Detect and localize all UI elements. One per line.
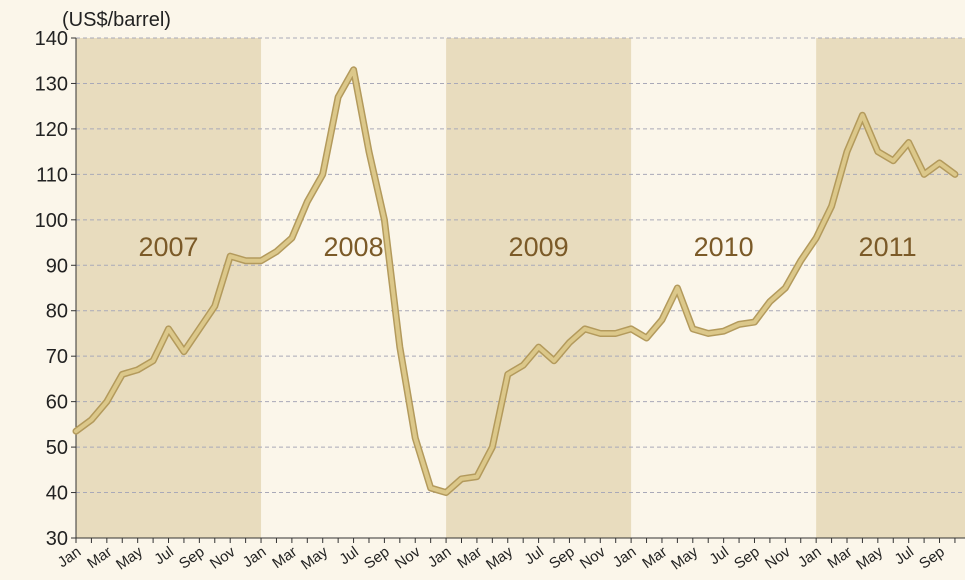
year-label: 2011 [859,232,917,262]
x-tick-label: Jan [240,543,270,571]
y-tick-label: 90 [46,255,68,277]
x-tick-label: Nov [762,543,794,573]
x-tick-label: Sep [176,543,208,572]
x-tick-label: May [668,543,701,573]
y-tick-label: 30 [46,528,68,550]
x-tick-label: Nov [577,543,609,573]
x-tick-label: Jul [706,543,731,568]
y-tick-label: 130 [35,73,68,95]
x-tick-label: Jan [610,543,640,571]
year-band [76,38,262,538]
x-tick-label: Jul [151,543,176,568]
x-tick-label: Sep [361,543,393,572]
x-tick-label: Nov [392,543,424,573]
year-band [816,38,965,538]
x-tick-label: Sep [546,543,578,572]
x-tick-label: Jul [892,543,917,568]
y-tick-label: 120 [35,119,68,141]
line [74,67,957,495]
y-tick-label: 40 [46,483,68,505]
y-tick-label: 70 [46,346,68,368]
year-label: 2008 [324,232,384,262]
x-tick-label: Nov [207,543,239,573]
y-tick-label: 140 [35,28,68,50]
y-tick-label: 100 [35,210,68,232]
year-band [446,38,632,538]
x-tick-label: May [483,543,516,573]
y-tick-label: 50 [46,437,68,459]
y-axis-label: (US$/barrel) [62,9,171,31]
year-label: 2010 [694,232,754,262]
x-tick-label: May [853,543,886,573]
x-tick-label: May [113,543,146,573]
x-tick-label: Jul [521,543,546,568]
x-tick-label: Mar [824,543,855,572]
x-tick-label: Sep [731,543,763,572]
y-tick-label: 60 [46,392,68,414]
year-label: 2009 [509,232,569,262]
x-tick-label: Mar [84,543,115,572]
x-tick-label: Mar [454,543,485,572]
x-tick-label: Mar [269,543,300,572]
x-tick-label: Jan [795,543,825,571]
x-tick-label: May [298,543,331,573]
x-tick-label: Jan [425,543,455,571]
x-tick-label: Sep [916,543,948,572]
x-tick-label: Jul [336,543,361,568]
y-tick-label: 110 [36,164,68,186]
year-label: 2007 [138,232,198,262]
y-tick-label: 80 [46,301,68,323]
x-tick-label: Mar [639,543,670,572]
